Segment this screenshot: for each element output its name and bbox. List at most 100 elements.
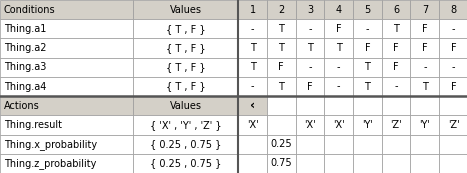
Text: -: - — [337, 62, 340, 72]
Bar — [382, 19, 410, 38]
Bar — [324, 0, 353, 19]
Text: T: T — [278, 24, 284, 34]
Bar — [410, 135, 439, 154]
Bar — [133, 77, 238, 96]
Text: T: T — [307, 43, 313, 53]
Bar — [133, 115, 238, 135]
Bar — [439, 77, 467, 96]
Bar — [353, 38, 382, 58]
Bar — [238, 58, 267, 77]
Bar — [353, 96, 382, 115]
Text: T: T — [278, 81, 284, 92]
Text: T: T — [422, 81, 428, 92]
Bar — [296, 96, 324, 115]
Text: T: T — [249, 43, 255, 53]
Bar — [439, 58, 467, 77]
Text: -: - — [251, 81, 254, 92]
Text: { 0.25 , 0.75 }: { 0.25 , 0.75 } — [150, 139, 221, 149]
Bar — [296, 154, 324, 173]
Bar — [296, 135, 324, 154]
Bar — [238, 0, 267, 19]
Text: { T , F }: { T , F } — [166, 62, 205, 72]
Text: F: F — [336, 24, 341, 34]
Bar — [439, 135, 467, 154]
Text: { 'X' , 'Y' , 'Z' }: { 'X' , 'Y' , 'Z' } — [150, 120, 221, 130]
Text: Values: Values — [170, 101, 202, 111]
Bar — [238, 19, 267, 38]
Bar — [410, 96, 439, 115]
Bar — [267, 154, 296, 173]
Bar — [353, 154, 382, 173]
Bar — [267, 0, 296, 19]
Bar — [410, 115, 439, 135]
Bar — [410, 0, 439, 19]
Bar — [238, 96, 267, 115]
Text: Thing.z_probability: Thing.z_probability — [4, 158, 96, 169]
Text: -: - — [423, 62, 426, 72]
Bar — [382, 0, 410, 19]
Bar — [353, 0, 382, 19]
Bar — [353, 77, 382, 96]
Bar — [0, 115, 133, 135]
Bar — [296, 0, 324, 19]
Text: Thing.a4: Thing.a4 — [4, 81, 46, 92]
Bar — [267, 58, 296, 77]
Bar — [0, 0, 133, 19]
Bar — [133, 135, 238, 154]
Bar — [267, 38, 296, 58]
Bar — [238, 115, 267, 135]
Bar — [324, 135, 353, 154]
Text: T: T — [364, 81, 370, 92]
Text: -: - — [395, 81, 398, 92]
Bar — [296, 77, 324, 96]
Bar — [324, 19, 353, 38]
Text: 'Z': 'Z' — [448, 120, 460, 130]
Text: { T , F }: { T , F } — [166, 81, 205, 92]
Bar — [324, 38, 353, 58]
Text: 7: 7 — [422, 5, 428, 15]
Bar — [324, 154, 353, 173]
Bar — [324, 115, 353, 135]
Text: 'X': 'X' — [333, 120, 345, 130]
Bar — [238, 38, 267, 58]
Text: F: F — [451, 81, 456, 92]
Text: -: - — [251, 24, 254, 34]
Bar — [382, 58, 410, 77]
Text: -: - — [452, 62, 455, 72]
Text: F: F — [307, 81, 313, 92]
Text: 6: 6 — [393, 5, 399, 15]
Bar — [0, 77, 133, 96]
Text: 0.25: 0.25 — [270, 139, 292, 149]
Bar — [439, 115, 467, 135]
Bar — [382, 115, 410, 135]
Bar — [0, 19, 133, 38]
Text: 0.75: 0.75 — [270, 158, 292, 168]
Text: F: F — [422, 43, 428, 53]
Bar — [0, 38, 133, 58]
Text: -: - — [308, 24, 311, 34]
Bar — [267, 96, 296, 115]
Bar — [0, 58, 133, 77]
Bar — [439, 19, 467, 38]
Bar — [353, 19, 382, 38]
Text: T: T — [364, 62, 370, 72]
Bar — [238, 154, 267, 173]
Bar — [133, 58, 238, 77]
Bar — [133, 38, 238, 58]
Text: Conditions: Conditions — [4, 5, 56, 15]
Bar — [267, 135, 296, 154]
Bar — [353, 115, 382, 135]
Bar — [410, 19, 439, 38]
Text: -: - — [308, 62, 311, 72]
Bar — [296, 38, 324, 58]
Bar — [267, 19, 296, 38]
Text: { 0.25 , 0.75 }: { 0.25 , 0.75 } — [150, 158, 221, 168]
Bar — [382, 96, 410, 115]
Text: 1: 1 — [249, 5, 255, 15]
Text: Thing.a1: Thing.a1 — [4, 24, 46, 34]
Bar — [382, 154, 410, 173]
Text: Thing.result: Thing.result — [4, 120, 62, 130]
Text: 2: 2 — [278, 5, 284, 15]
Text: T: T — [249, 62, 255, 72]
Text: 8: 8 — [451, 5, 457, 15]
